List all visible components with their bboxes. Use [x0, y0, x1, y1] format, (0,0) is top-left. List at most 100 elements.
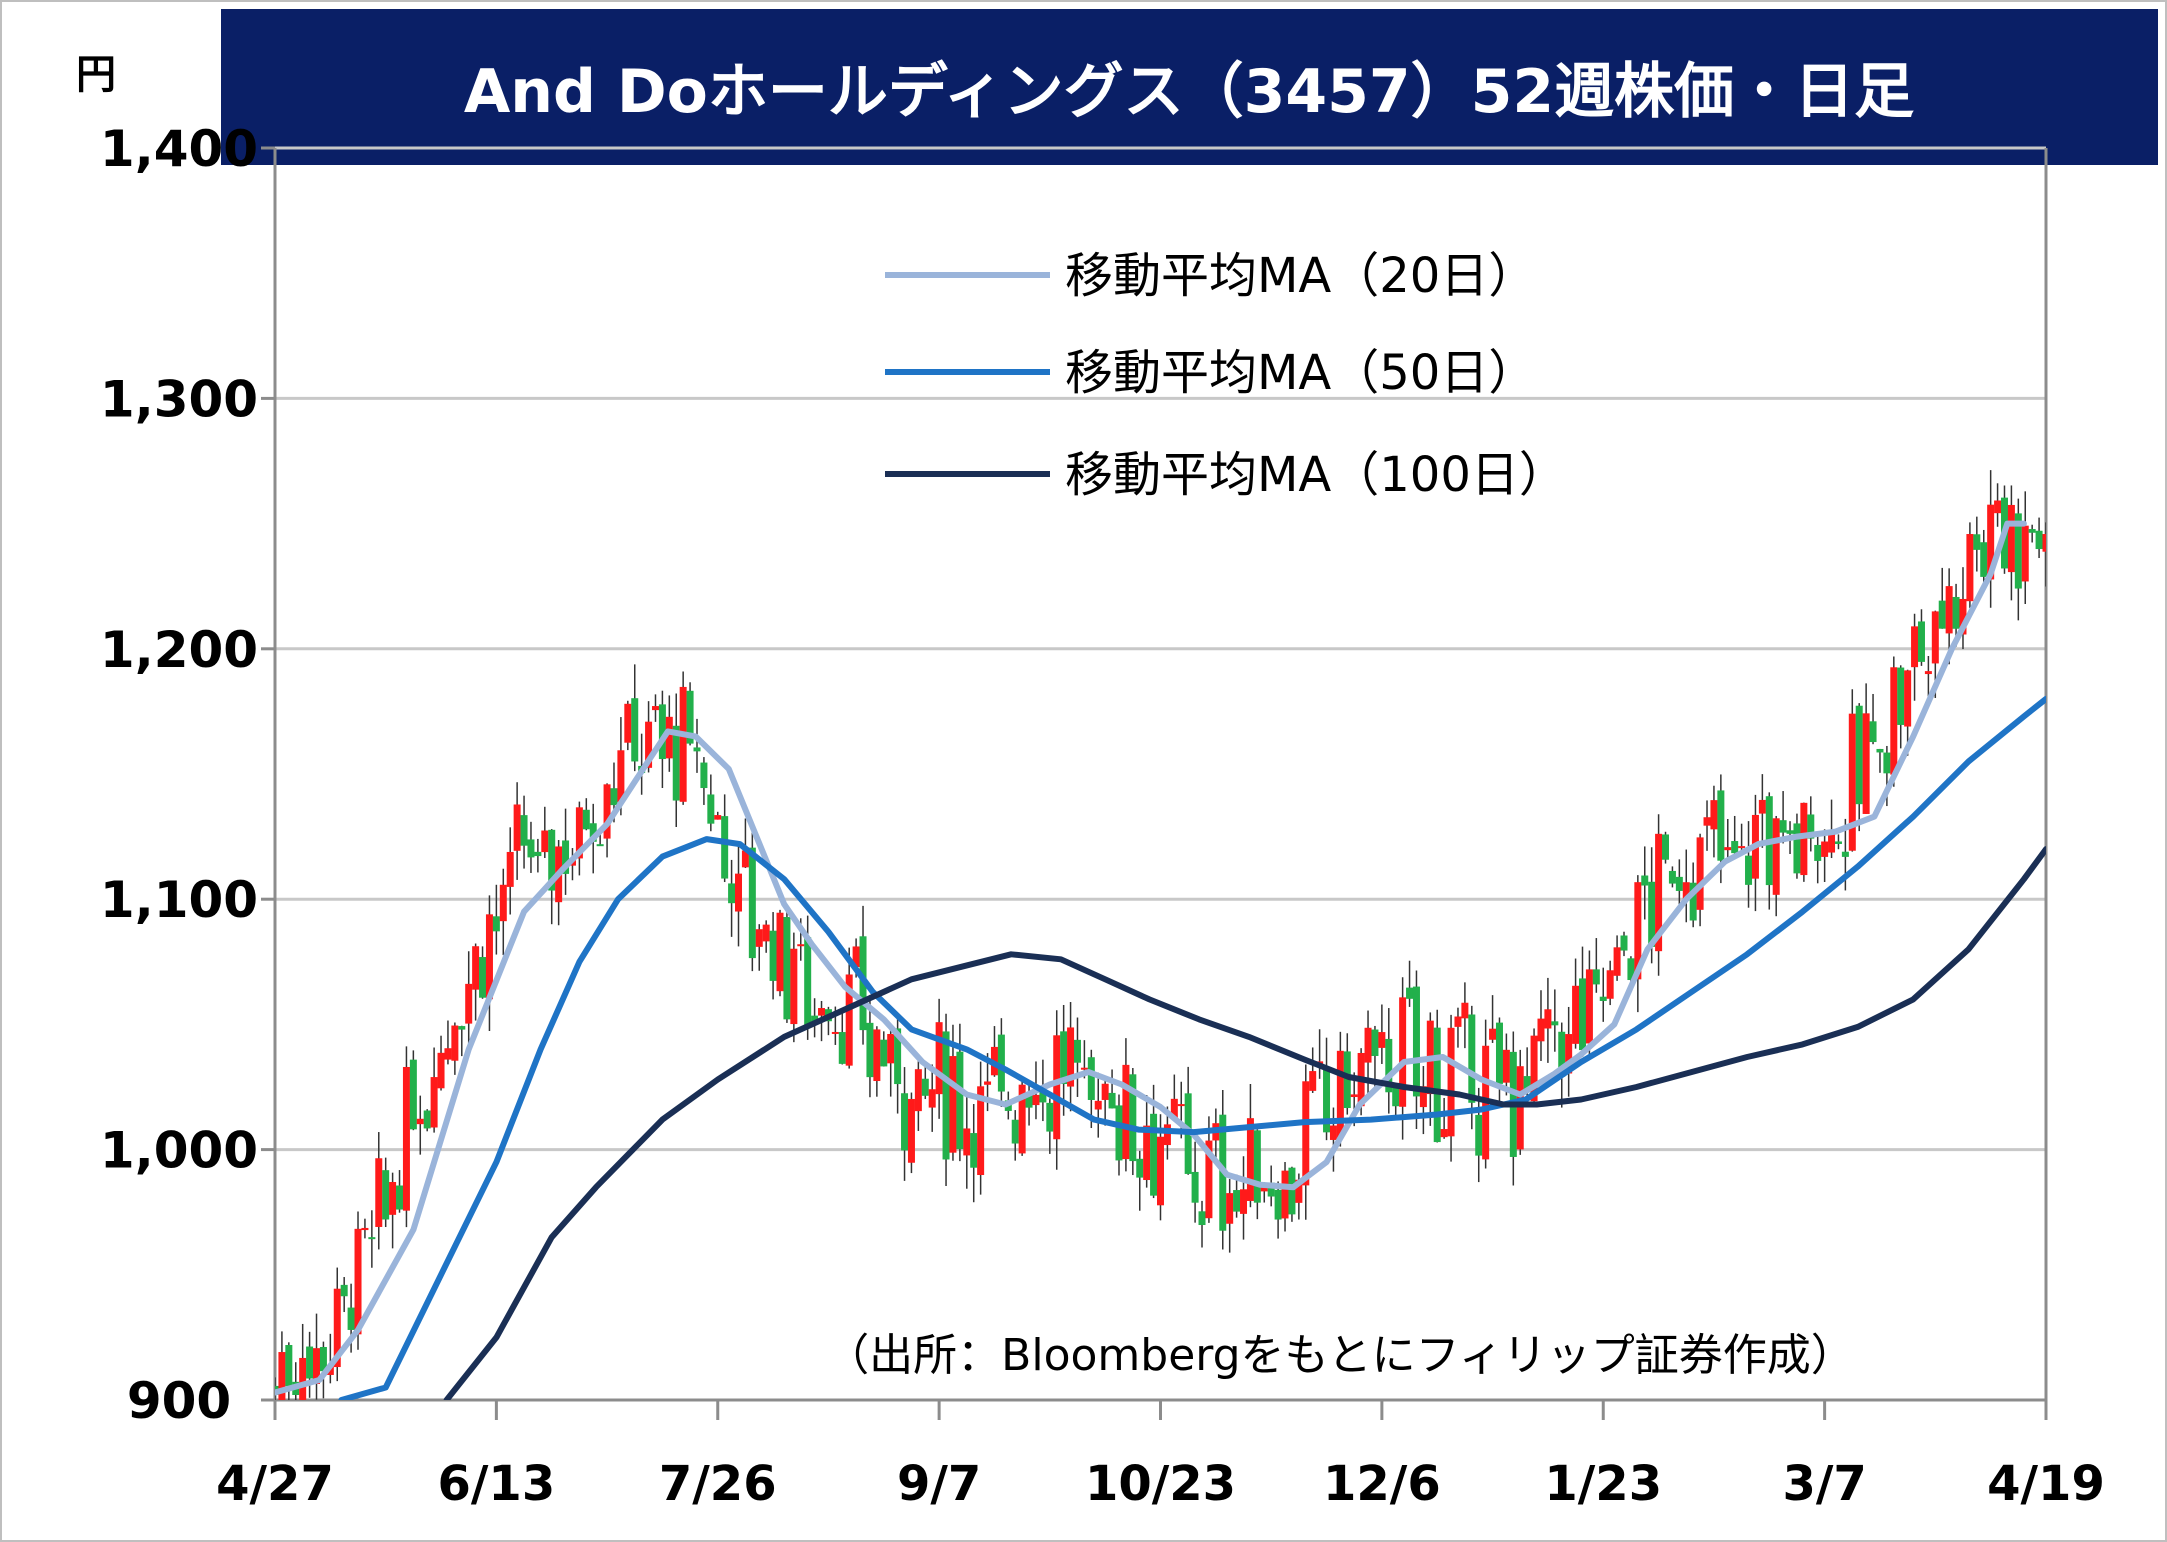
candle-body	[1994, 500, 2002, 514]
candle-body	[1419, 1086, 1427, 1108]
candle-body	[887, 1033, 895, 1064]
candle-body	[721, 816, 729, 879]
candle-body	[1073, 1039, 1081, 1063]
candle-body	[1807, 814, 1815, 839]
candle-body	[382, 1170, 390, 1220]
candle-body	[527, 839, 535, 858]
candle-body	[1620, 935, 1628, 951]
candle-body	[1890, 667, 1898, 775]
candle-body	[1087, 1057, 1095, 1100]
candle-body	[1682, 882, 1690, 899]
candle-body	[665, 716, 673, 759]
candle-body	[1945, 586, 1953, 634]
candle-body	[409, 1059, 417, 1130]
candle-body	[1454, 1016, 1462, 1027]
candle-body	[1329, 1125, 1337, 1140]
ma50-line	[338, 695, 2046, 1400]
candle-body	[1800, 802, 1808, 876]
candle-body	[1489, 1028, 1497, 1040]
candle-body	[1599, 996, 1607, 1001]
candle-body	[1786, 830, 1794, 834]
candle-body	[575, 807, 583, 859]
candle-body	[596, 844, 604, 847]
candle-body	[1821, 841, 1829, 857]
candle-body	[333, 1288, 341, 1368]
candle-body	[1475, 1114, 1483, 1156]
candle-body	[1516, 1066, 1524, 1150]
candle-body	[1537, 1018, 1545, 1042]
candle-body	[1191, 1171, 1199, 1203]
candle-body	[1067, 1027, 1075, 1087]
candle-body	[1170, 1098, 1178, 1118]
y-tick-label: 1,200	[100, 621, 258, 679]
candle-body	[465, 983, 473, 1024]
x-tick-label: 1/23	[1544, 1456, 1662, 1512]
candle-body	[499, 884, 507, 922]
candle-body	[1938, 600, 1946, 629]
candle-body	[582, 809, 590, 830]
candle-body	[901, 1093, 909, 1151]
candle-body	[1060, 1031, 1068, 1084]
candle-body	[1440, 1129, 1448, 1138]
candle-body	[818, 1008, 826, 1016]
candle-body	[1039, 1091, 1047, 1103]
candle-body	[1917, 621, 1925, 662]
candle-body	[1177, 1104, 1185, 1107]
candle-body	[1848, 713, 1856, 851]
candle-body	[1987, 504, 1995, 580]
candle-body	[589, 823, 597, 842]
candle-body	[1696, 837, 1704, 910]
candle-body	[603, 784, 611, 839]
candle-body	[651, 706, 659, 711]
x-tick-label: 3/7	[1782, 1456, 1866, 1512]
candle-body	[735, 873, 743, 912]
candle-body	[1655, 833, 1663, 952]
candle-body	[1572, 985, 1580, 1044]
candle-body	[1592, 969, 1600, 985]
candle-body	[866, 1022, 874, 1078]
candle-body	[326, 1366, 334, 1375]
candle-body	[1558, 1031, 1566, 1077]
candle-body	[1980, 542, 1988, 577]
candle-body	[1869, 721, 1877, 743]
candle-body	[686, 690, 694, 744]
candle-body	[1343, 1051, 1351, 1109]
candle-body	[541, 830, 549, 853]
x-tick-label: 4/19	[1987, 1456, 2105, 1512]
candle-body	[285, 1344, 293, 1387]
candle-body	[1468, 1014, 1476, 1103]
candle-body	[1745, 855, 1753, 885]
title-banner	[221, 9, 2158, 165]
candle-body	[319, 1346, 327, 1372]
candle-body	[624, 703, 632, 743]
candle-body	[1931, 611, 1939, 664]
candle-body	[1772, 818, 1780, 895]
candle-body	[1053, 1035, 1061, 1140]
candle-body	[762, 924, 770, 942]
candle-body	[1198, 1211, 1206, 1226]
candle-body	[278, 1352, 286, 1400]
candle-body	[714, 815, 722, 820]
candle-body	[423, 1110, 431, 1129]
candle-body	[707, 794, 715, 824]
candle-body	[368, 1237, 376, 1240]
candle-body	[1336, 1050, 1344, 1138]
candle-body	[1246, 1118, 1254, 1201]
candle-body	[1295, 1179, 1303, 1203]
candle-body	[444, 1048, 452, 1060]
candle-body	[1094, 1100, 1102, 1110]
candle-body	[1523, 1076, 1531, 1093]
candle-body	[928, 1089, 936, 1108]
candle-body	[1046, 1102, 1054, 1132]
candle-body	[375, 1158, 383, 1227]
candle-body	[949, 1056, 957, 1153]
candle-body	[1136, 1158, 1144, 1178]
candle-body	[1406, 987, 1414, 999]
candle-body	[679, 686, 687, 802]
candle-body	[1447, 1027, 1455, 1137]
candle-body	[1662, 834, 1670, 860]
candle-body	[1758, 799, 1766, 814]
chart-title: And Doホールディングス（3457）52週株価・日足	[464, 57, 1914, 127]
candle-body	[1260, 1185, 1268, 1192]
